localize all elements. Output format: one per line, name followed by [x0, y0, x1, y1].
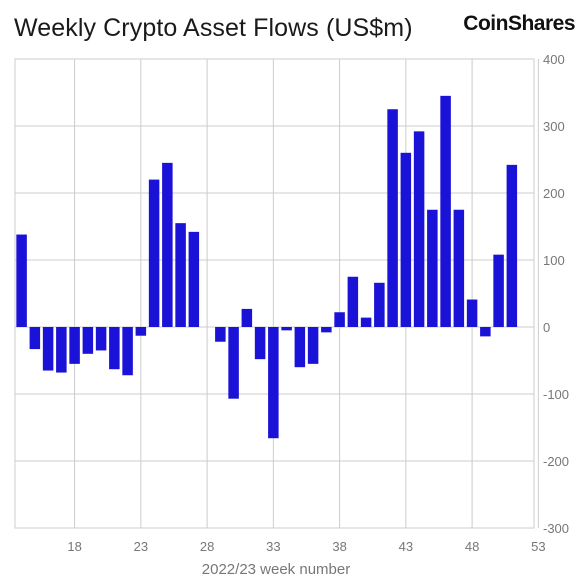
bar — [413, 131, 425, 327]
bar — [42, 327, 54, 371]
bar — [56, 327, 67, 373]
bar — [307, 327, 319, 364]
chart-title: Weekly Crypto Asset Flows (US$m) — [14, 14, 413, 42]
bar — [188, 231, 200, 327]
bar — [82, 327, 94, 354]
x-axis-label: 2022/23 week number — [202, 561, 350, 578]
x-axis-tick-labels: 18 23 28 33 38 43 48 53 — [67, 539, 545, 554]
bar — [122, 327, 133, 376]
bar — [16, 234, 27, 327]
bar — [360, 317, 372, 327]
bar — [109, 327, 120, 370]
bar — [268, 327, 279, 439]
x-tick-label: 48 — [465, 539, 479, 554]
bar — [69, 327, 80, 364]
bar — [334, 312, 345, 327]
bar — [374, 282, 385, 327]
bar — [215, 327, 226, 342]
x-tick-label: 28 — [200, 539, 214, 554]
bar — [480, 327, 491, 337]
bar — [95, 327, 107, 351]
x-tick-label: 33 — [266, 539, 280, 554]
bar — [347, 276, 359, 327]
bar — [148, 179, 160, 327]
bar — [466, 299, 478, 327]
bar — [387, 109, 398, 327]
x-tick-label: 43 — [399, 539, 413, 554]
bar — [427, 209, 438, 327]
y-tick-label: 100 — [543, 253, 565, 268]
y-tick-label: 0 — [543, 320, 550, 335]
bar — [453, 209, 465, 327]
bar — [294, 327, 306, 368]
bar — [254, 327, 266, 360]
y-tick-label: 200 — [543, 186, 565, 201]
bar — [29, 327, 41, 350]
x-tick-label: 53 — [531, 539, 545, 554]
bar — [241, 308, 253, 327]
y-tick-label: -100 — [543, 387, 569, 402]
bar — [162, 162, 173, 327]
bar — [506, 164, 518, 327]
bar — [321, 327, 332, 333]
bar — [440, 95, 451, 327]
y-tick-label: 400 — [543, 52, 565, 67]
y-tick-label: -300 — [543, 521, 569, 536]
bar — [175, 223, 186, 327]
bar-series — [16, 95, 518, 439]
x-tick-label: 38 — [332, 539, 346, 554]
y-axis-tick-labels: 400 300 200 100 0 -100 -200 -300 — [543, 52, 569, 536]
bar — [400, 152, 412, 327]
bar — [135, 327, 147, 336]
y-tick-label: 300 — [543, 119, 565, 134]
coinshares-logo: CoinShares — [463, 12, 575, 35]
bar — [493, 254, 504, 327]
bar — [281, 327, 292, 331]
y-tick-label: -200 — [543, 454, 569, 469]
x-tick-label: 23 — [134, 539, 148, 554]
bar — [228, 327, 239, 399]
x-tick-label: 18 — [67, 539, 81, 554]
